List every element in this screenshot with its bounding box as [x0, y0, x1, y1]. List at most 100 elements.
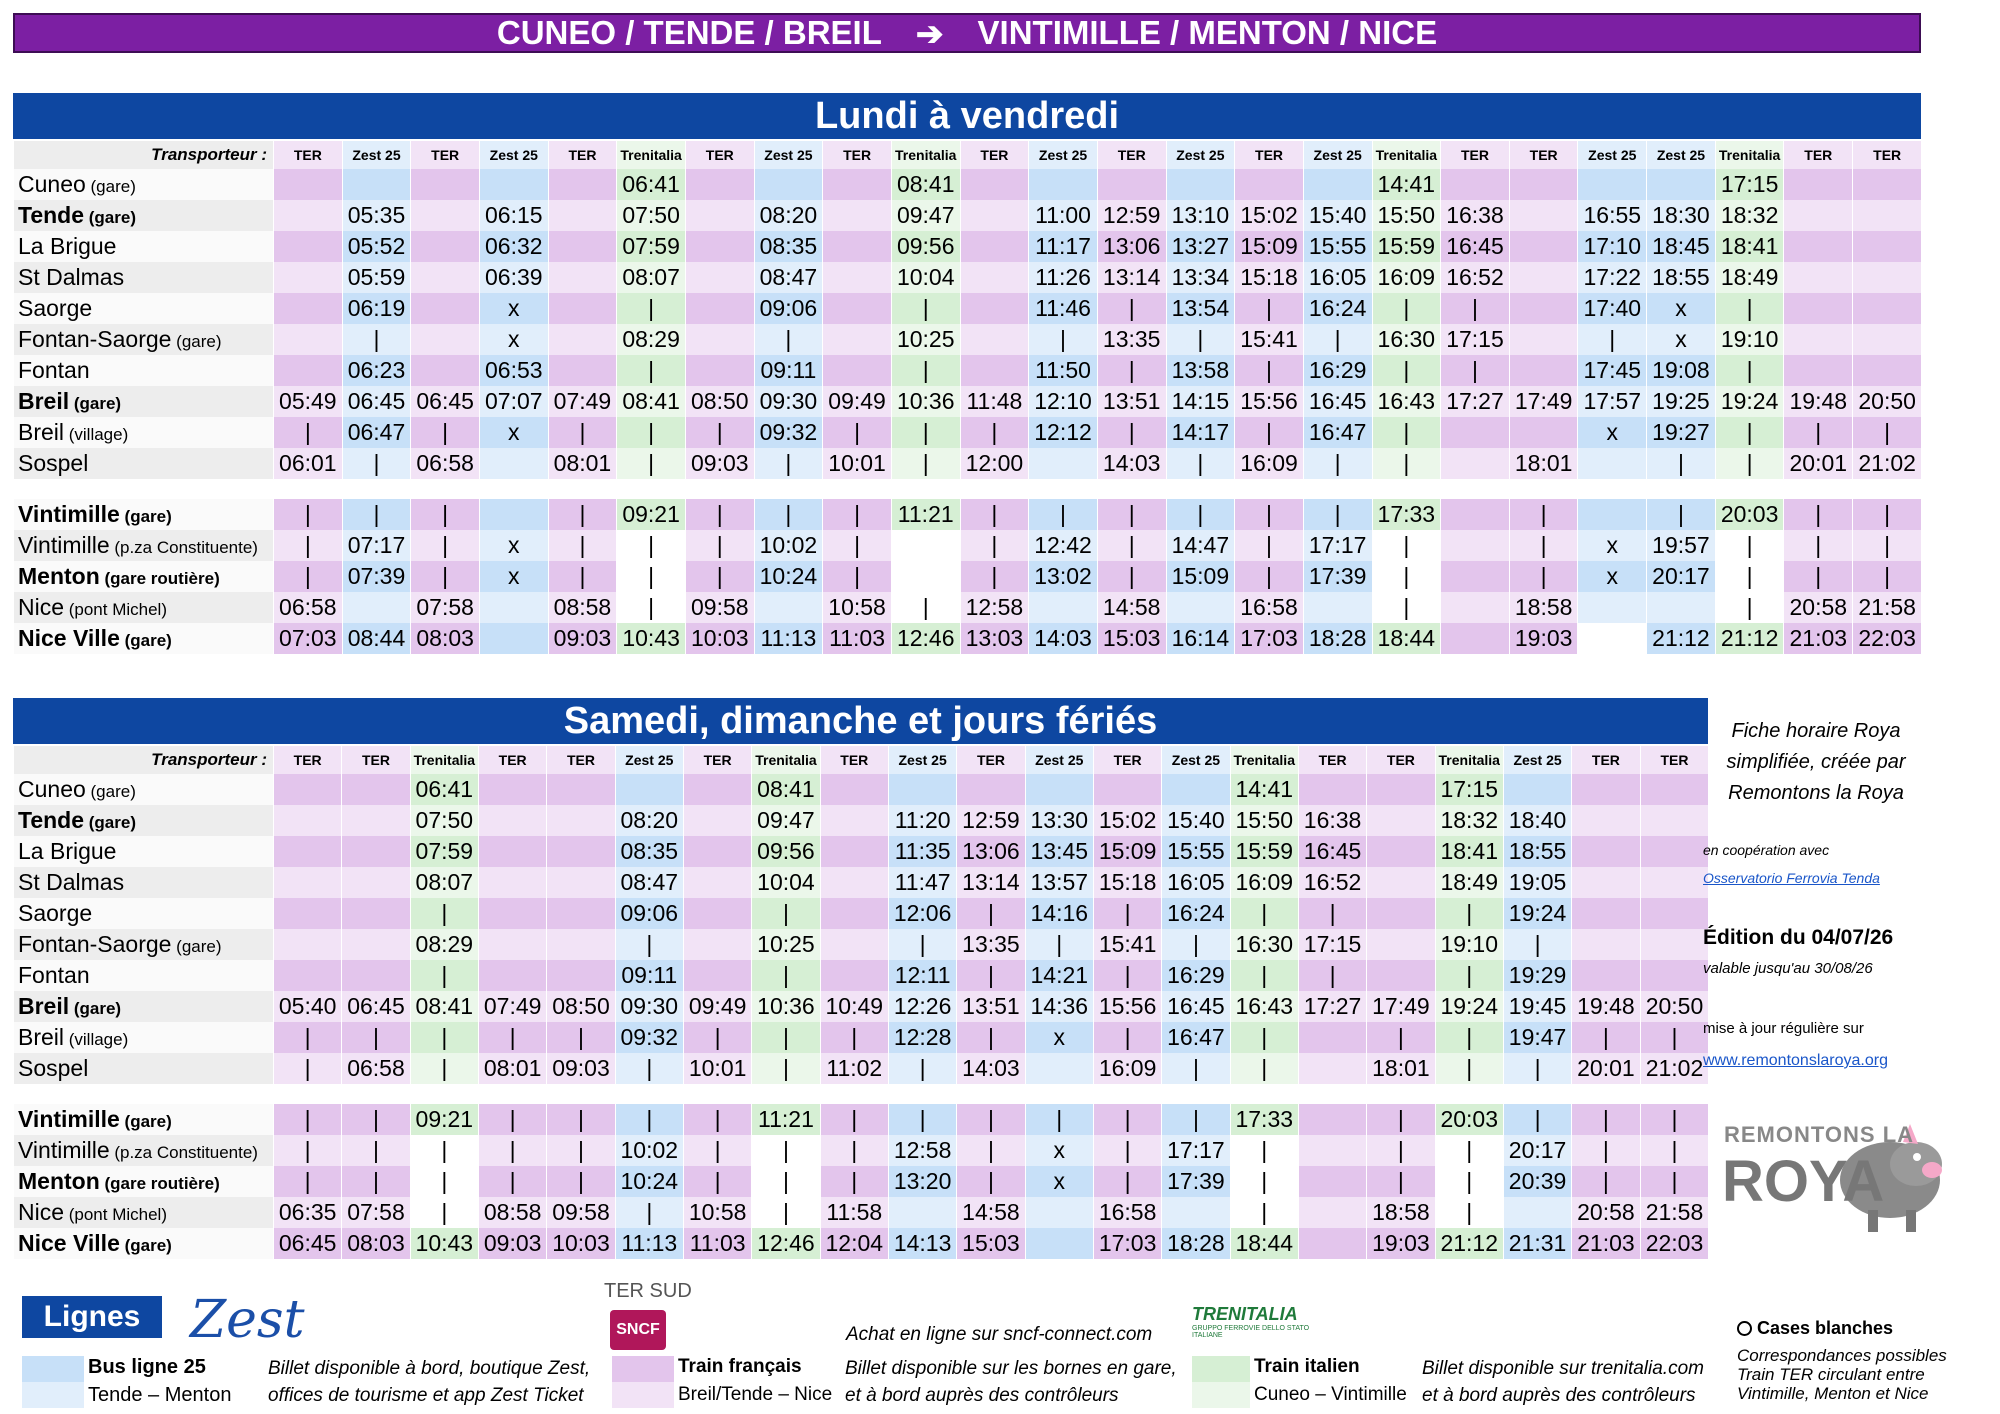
time-cell: | — [1639, 1135, 1709, 1166]
time-cell — [272, 867, 342, 898]
time-cell: | — [753, 448, 823, 479]
time-cell — [959, 200, 1029, 231]
time-cell: 12:12 — [1028, 417, 1098, 448]
time-cell — [1366, 836, 1436, 867]
time-cell: 08:07 — [616, 262, 686, 293]
station-name: Fontan-Saorge (gare) — [13, 929, 274, 960]
time-cell: | — [1229, 1022, 1299, 1053]
time-cell: | — [751, 1022, 821, 1053]
station-label: Vintimille — [18, 1106, 120, 1132]
time-cell: | — [1229, 1135, 1299, 1166]
time-cell: 20:17 — [1502, 1135, 1572, 1166]
coop-link[interactable]: Osservatorio Ferrovia Tenda — [1703, 870, 1880, 886]
time-cell — [1639, 774, 1709, 805]
time-cell — [753, 169, 823, 200]
time-cell: | — [1302, 448, 1372, 479]
time-cell: | — [546, 1104, 616, 1135]
time-cell: x — [1646, 293, 1716, 324]
time-cell: | — [477, 1104, 547, 1135]
time-cell: | — [1092, 1166, 1162, 1197]
website-link[interactable]: www.remontonslaroya.org — [1703, 1052, 1888, 1069]
time-cell: 16:29 — [1161, 960, 1231, 991]
time-cell — [1297, 1022, 1367, 1053]
time-cell: 11:58 — [819, 1197, 889, 1228]
time-cell — [1508, 324, 1578, 355]
time-cell: 20:01 — [1783, 448, 1853, 479]
time-cell: 22:03 — [1852, 623, 1922, 654]
time-cell: | — [1024, 929, 1094, 960]
sheet-credits: Fiche horaire Roya simplifiée, créée par… — [1716, 716, 1916, 809]
time-cell: | — [616, 417, 686, 448]
time-cell — [1092, 774, 1162, 805]
time-cell — [1577, 499, 1647, 530]
time-cell: 12:59 — [956, 805, 1026, 836]
time-cell: 17:10 — [1577, 231, 1647, 262]
ter-swatch-alt — [612, 1382, 674, 1408]
time-cell: | — [272, 1104, 342, 1135]
time-cell: | — [477, 1022, 547, 1053]
carrier-cell: TER — [1783, 141, 1853, 169]
time-cell: 16:09 — [1092, 1053, 1162, 1084]
time-cell: | — [1440, 293, 1510, 324]
time-cell: 05:40 — [272, 991, 342, 1022]
time-cell: 17:39 — [1302, 561, 1372, 592]
time-cell — [890, 561, 961, 592]
station-row: Breil (gare) 05:49 06:45 06:45 07:07 07:49 08:… — [13, 386, 1922, 417]
station-name: Sospel — [13, 1053, 274, 1084]
time-cell: 16:09 — [1229, 867, 1299, 898]
time-cell: 11:03 — [682, 1228, 752, 1259]
time-cell: 10:03 — [684, 623, 755, 654]
time-cell: 13:58 — [1165, 355, 1235, 386]
time-cell: | — [1577, 324, 1647, 355]
time-cell: 16:05 — [1161, 867, 1231, 898]
time-cell: | — [1161, 1053, 1231, 1084]
time-cell: 12:06 — [887, 898, 957, 929]
station-qualifier: (p.za Constituente) — [109, 538, 258, 557]
carrier-cell: Zest 25 — [478, 141, 549, 169]
time-cell: | — [890, 417, 961, 448]
time-cell: 08:41 — [616, 386, 686, 417]
time-cell: 08:58 — [477, 1197, 547, 1228]
time-cell: 20:01 — [1571, 1053, 1641, 1084]
time-cell: 08:35 — [614, 836, 684, 867]
time-cell: | — [547, 561, 617, 592]
ter-ticket-info-1: Billet disponible sur les bornes en gare… — [845, 1358, 1177, 1379]
time-cell: 18:28 — [1302, 623, 1372, 654]
carrier-cell: Trenitalia — [751, 746, 821, 774]
time-cell — [682, 929, 752, 960]
station-qualifier: (gare) — [84, 813, 136, 832]
time-cell: 16:58 — [1092, 1197, 1162, 1228]
time-cell: | — [753, 324, 823, 355]
time-cell: 13:27 — [1165, 231, 1235, 262]
time-cell: 06:53 — [478, 355, 549, 386]
time-cell — [1852, 231, 1922, 262]
time-cell — [478, 499, 549, 530]
station-name: St Dalmas — [13, 867, 274, 898]
station-name: Vintimille (gare) — [13, 499, 274, 530]
time-cell — [959, 355, 1029, 386]
bus-swatch — [22, 1356, 84, 1382]
ter-line-label: Train français — [678, 1356, 802, 1377]
time-cell: 19:25 — [1646, 386, 1716, 417]
station-label: Nice Ville — [18, 1230, 120, 1256]
time-cell: 19:57 — [1646, 530, 1716, 561]
time-cell — [1440, 623, 1510, 654]
time-cell: 07:39 — [341, 561, 411, 592]
time-cell — [341, 867, 411, 898]
time-cell: | — [1639, 1104, 1709, 1135]
station-label: Sospel — [18, 1055, 89, 1081]
time-cell — [1852, 324, 1922, 355]
time-cell — [682, 960, 752, 991]
time-cell: 11:03 — [822, 623, 892, 654]
time-cell — [959, 231, 1029, 262]
time-cell: 17:57 — [1577, 386, 1647, 417]
time-cell — [1440, 448, 1510, 479]
time-cell — [684, 262, 755, 293]
time-cell: 09:03 — [684, 448, 755, 479]
weekend-timetable: Transporteur : TER TER Trenitalia TER TER Zest… — [13, 746, 1709, 1259]
time-cell: | — [1714, 355, 1784, 386]
time-cell — [1852, 169, 1922, 200]
time-cell — [477, 898, 547, 929]
time-cell — [1028, 448, 1098, 479]
time-cell: 13:51 — [1096, 386, 1167, 417]
